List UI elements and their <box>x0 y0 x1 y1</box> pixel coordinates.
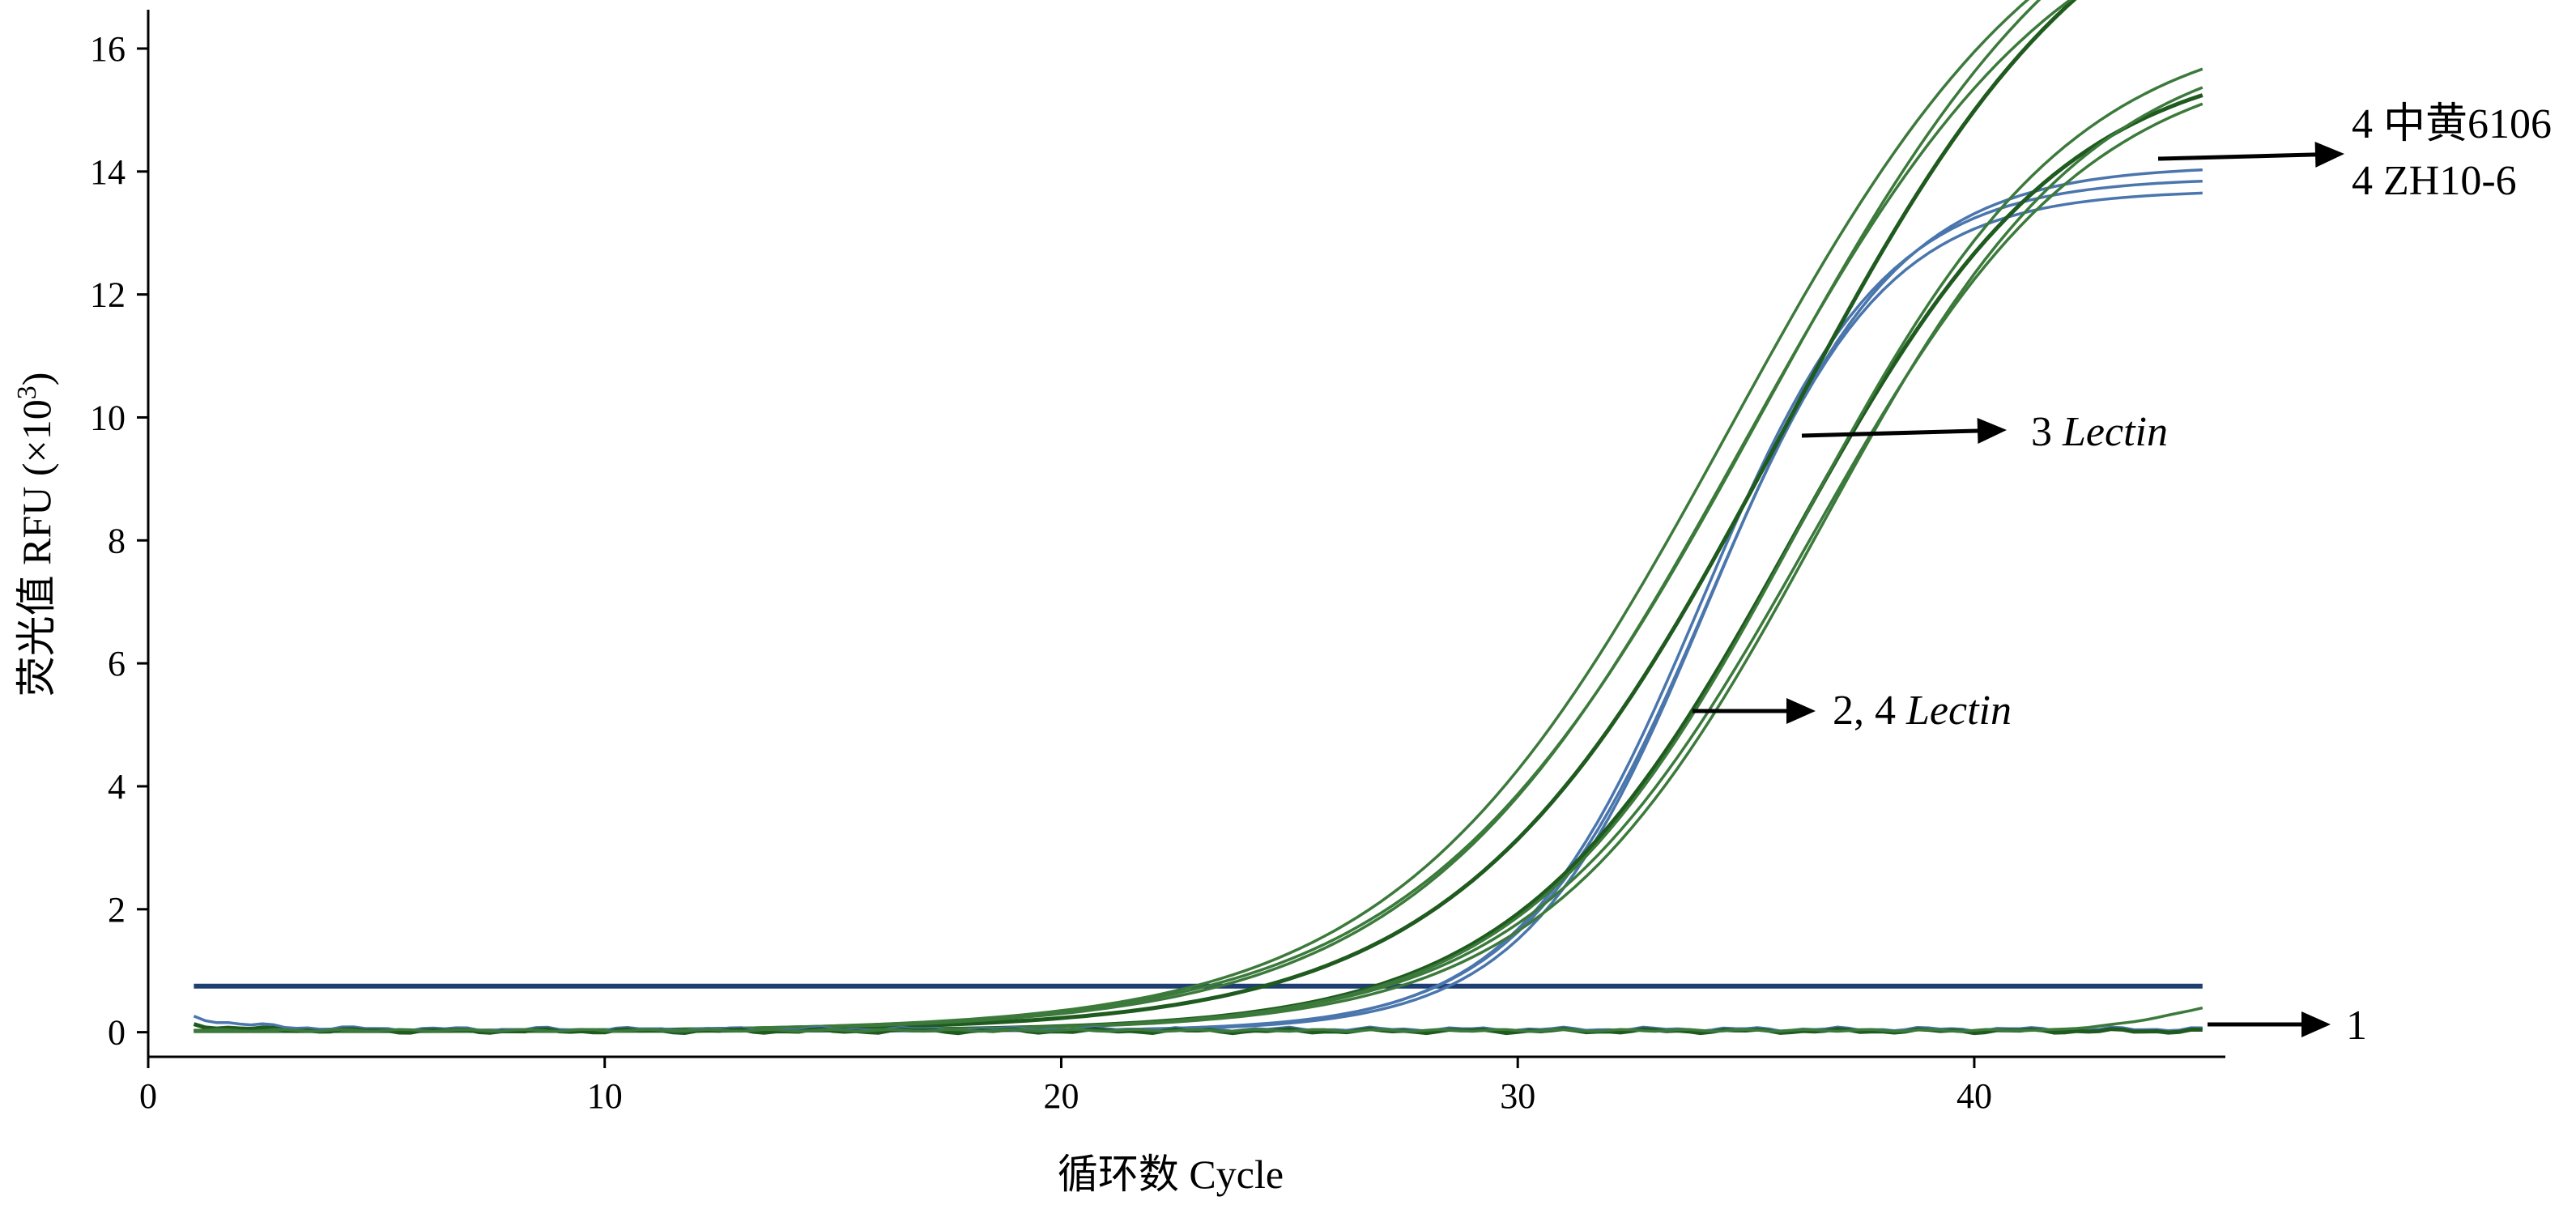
y-axis-title: 荧光值 RFU (×103) <box>12 373 59 697</box>
series-line-4 <box>194 0 2077 1033</box>
annotation-2-4-lectin: 2, 4 Lectin <box>1833 688 2012 734</box>
y-tick-label-0: 0 <box>108 1013 126 1053</box>
y-tick-label-8: 8 <box>108 521 126 560</box>
series-line-8 <box>194 93 2203 1033</box>
arrow-2-4-head <box>1786 698 1816 724</box>
series-line-11 <box>194 102 2203 1033</box>
arrow-4-head <box>2314 141 2344 168</box>
series-line-10 <box>194 86 2203 1033</box>
series-line-5 <box>194 0 2042 1033</box>
series-line-1 <box>194 179 2203 1033</box>
annotation-1: 1 <box>2346 1003 2367 1049</box>
y-tick-label-2: 2 <box>108 890 126 930</box>
x-tick-label-0: 0 <box>139 1076 157 1116</box>
x-tick-label-40: 40 <box>1956 1076 1992 1116</box>
y-tick-label-10: 10 <box>90 398 126 437</box>
axes <box>137 10 2225 1068</box>
y-tick-label-14: 14 <box>90 152 126 192</box>
arrow-3-head <box>1977 418 2007 444</box>
x-tick-label-30: 30 <box>1500 1076 1535 1116</box>
x-tick-label-10: 10 <box>587 1076 623 1116</box>
annotation-4-zh10-6: 4 ZH10-6 <box>2352 158 2517 204</box>
x-axis-title: 循环数 Cycle <box>1058 1152 1284 1197</box>
y-tick-label-16: 16 <box>90 29 126 69</box>
y-tick-label-6: 6 <box>108 644 126 683</box>
labels: 0 2 4 6 8 10 12 14 16 0 10 20 30 40 循环数 Cycle 荧光值 RFU (… <box>12 29 2552 1197</box>
arrow-1-head <box>2301 1011 2331 1037</box>
series-line-9 <box>194 67 2203 1033</box>
series-line-6 <box>194 0 2073 1033</box>
y-tick-label-4: 4 <box>108 767 126 807</box>
x-tick-label-20: 20 <box>1043 1076 1079 1116</box>
series-line-2 <box>194 168 2203 1033</box>
series-line-7 <box>194 0 2030 1033</box>
arrow-3-shaft <box>1801 428 1983 438</box>
series-line-14 <box>194 1006 2203 1033</box>
y-tick-label-12: 12 <box>90 275 126 315</box>
annotation-4-zhonghuang: 4 中黄6106 <box>2352 101 2552 147</box>
series-line-3 <box>194 191 2203 1033</box>
arrow-4-shaft <box>2157 152 2321 161</box>
series-group <box>193 0 2203 1036</box>
annotation-3-lectin: 3 Lectin <box>2031 409 2168 455</box>
